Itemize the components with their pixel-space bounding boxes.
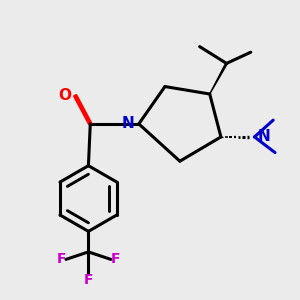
Text: F: F [57, 252, 66, 266]
Text: F: F [84, 273, 93, 287]
Text: N: N [257, 129, 270, 144]
Text: O: O [58, 88, 71, 104]
Text: N: N [122, 116, 135, 131]
Polygon shape [210, 63, 227, 94]
Text: F: F [110, 252, 120, 266]
